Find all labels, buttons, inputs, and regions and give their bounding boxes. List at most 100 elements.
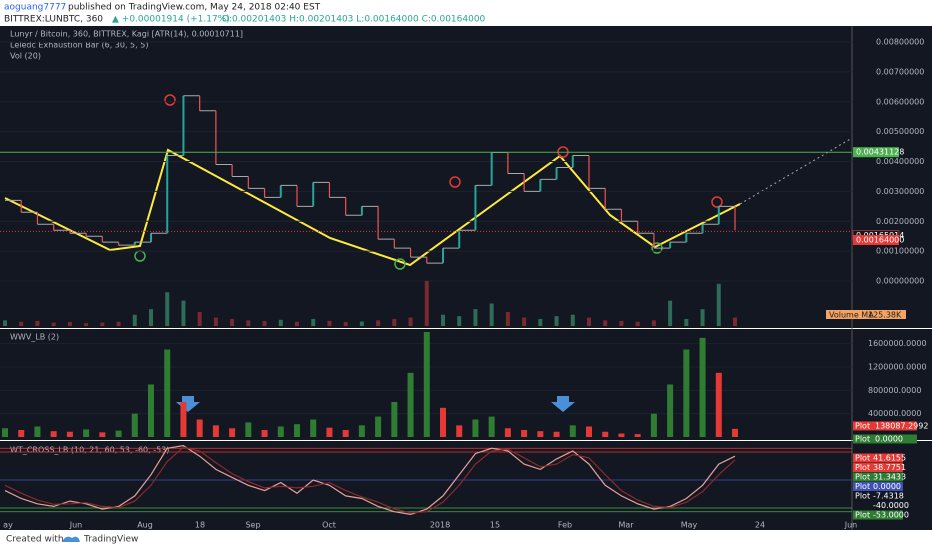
wwv-bar	[569, 425, 576, 437]
x-tick-label: 24	[755, 521, 765, 530]
wwv-bar	[683, 349, 690, 437]
volume-bar	[51, 322, 56, 326]
volume-bar	[570, 314, 575, 326]
y-tick-label: 0.00000000	[876, 277, 924, 286]
volume-ma-label: Volume MA	[829, 311, 874, 320]
plot-tag-prefix: Plot	[855, 421, 870, 430]
trendlines	[4, 148, 741, 267]
volume-bar	[116, 321, 121, 326]
volume-bar	[538, 318, 543, 326]
plot-tag-label: 0.0000	[875, 435, 903, 444]
wwv-bar	[553, 431, 560, 437]
logo	[62, 536, 80, 542]
plot-tag	[853, 472, 903, 482]
x-tick-label: 15	[490, 521, 500, 530]
wt-pane	[0, 441, 932, 520]
volume-bar	[343, 322, 348, 326]
plot-tag-label: 41.6155	[873, 454, 906, 463]
plot-tag-prefix: Plot	[855, 435, 870, 444]
wwv-bar	[634, 434, 641, 437]
volume-bar	[424, 281, 429, 326]
wwv-bar	[115, 430, 122, 437]
legend-indicator: Leledc Exhaustion Bar (6, 30, 5, 5)	[10, 41, 148, 50]
volume-bar	[733, 317, 737, 326]
wwv-bar	[358, 425, 365, 437]
wwv-bar	[50, 431, 57, 437]
y-tick-label: 1200000.0000	[868, 363, 927, 372]
volume-bar	[619, 320, 624, 326]
wwv-bar	[294, 424, 300, 437]
wwv-bar	[586, 426, 592, 437]
top-marker	[164, 94, 176, 106]
plot-tag-prefix: Plot	[855, 492, 870, 501]
volume-bar	[311, 318, 316, 326]
x-tick-label: ay	[3, 521, 13, 530]
wwv-bar	[196, 419, 203, 437]
x-tick-label: Sep	[245, 521, 260, 530]
wwv-bar	[2, 428, 8, 437]
wwv-title: WWV_LB (2)	[10, 333, 59, 342]
y-tick-label: 0.00600000	[876, 97, 924, 106]
legend-volume: Vol (20)	[10, 52, 41, 61]
wwv-bar	[667, 384, 674, 437]
volume-bar	[132, 314, 137, 326]
wwv-bar	[131, 413, 138, 437]
wwv-bar	[212, 425, 219, 437]
price-tag	[853, 147, 899, 158]
volume-bar	[100, 322, 105, 326]
plot-tag-prefix: Plot	[855, 463, 870, 472]
x-tick-label: Mar	[618, 521, 634, 530]
wwv-bar	[423, 332, 430, 437]
volume-bar	[327, 320, 332, 326]
author[interactable]: aoguang7777	[4, 3, 66, 13]
y-tick-label: 0.00400000	[876, 157, 924, 166]
volume-bar	[441, 314, 445, 326]
footer-brand[interactable]: TradingView	[83, 535, 138, 545]
plot-tag-label: -7.4318	[873, 492, 904, 501]
volume-bar	[213, 317, 218, 326]
time-axis-bg	[0, 520, 932, 530]
change: ▲ +0.00001914 (+1.17%)	[112, 15, 230, 25]
wwv-bar	[148, 384, 154, 437]
x-tick-label: Jun	[844, 521, 858, 530]
wwv-bar	[650, 413, 657, 437]
wwv-bar	[180, 402, 187, 437]
plot-tag-prefix: Plot	[855, 511, 870, 520]
y-tick-label: 0.00300000	[876, 187, 924, 196]
y-tick-label: 1600000.0000	[868, 339, 927, 348]
plot-tag-label: 38.7751	[873, 463, 906, 472]
plot-tag	[853, 453, 903, 463]
price-tag-label: 0.00431128	[856, 148, 904, 157]
volume-bar	[181, 300, 186, 326]
projection	[739, 137, 853, 205]
y-tick-label: 0.00500000	[876, 127, 924, 136]
volume-bar	[635, 321, 640, 326]
volume-bar	[246, 320, 251, 326]
y-tick-label: 0.00800000	[876, 38, 924, 47]
plot-tag	[853, 510, 903, 520]
price-tag	[853, 235, 899, 246]
x-tick-label: Oct	[322, 521, 336, 530]
volume-ma-tag	[826, 310, 906, 319]
plot-tag	[853, 491, 903, 501]
volume-bar	[376, 320, 381, 326]
wwv-bar	[521, 430, 528, 437]
volume-ma-value: 125.38K	[868, 311, 902, 320]
y-tick-label: 800000.0000	[868, 386, 921, 395]
wwv-bar	[472, 419, 479, 437]
volume-bar	[165, 292, 170, 326]
wwv-bar	[699, 337, 706, 437]
plot-tag-label: -53.0000	[873, 511, 909, 520]
volume-bar	[230, 318, 235, 326]
wwv-bar	[504, 428, 511, 437]
volume-bar	[278, 319, 283, 326]
x-tick-label: 2018	[430, 521, 450, 530]
wwv-bar	[245, 422, 252, 437]
volume-bar	[408, 317, 413, 326]
wwv-bar	[342, 430, 349, 437]
volume-bar	[603, 320, 608, 326]
plot-tag	[853, 434, 917, 444]
wwv-bar	[732, 428, 738, 437]
plot-tag-label: -40.0000	[873, 501, 909, 510]
plot-tag-label: 31.3433	[873, 473, 906, 482]
